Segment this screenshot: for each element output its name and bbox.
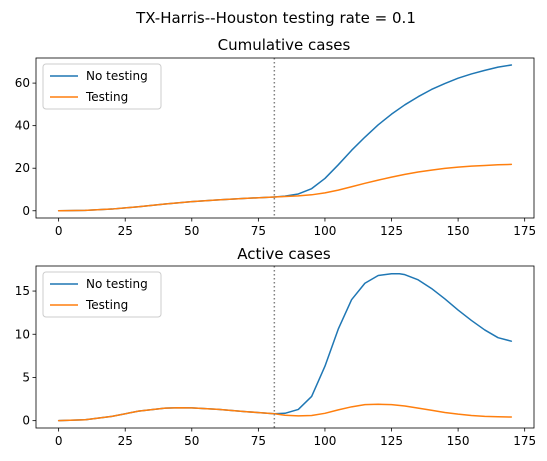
- active-cases-x-tick-label: 100: [313, 434, 336, 448]
- active-cases-axes-frame: [35, 265, 535, 429]
- cumulative-cases-x-tick-label: 75: [251, 224, 266, 238]
- active-cases-legend-label-1: Testing: [85, 298, 128, 312]
- cumulative-cases-x-tick-label: 150: [447, 224, 470, 238]
- active-cases-y-tick-label: 15: [15, 284, 30, 298]
- cumulative-cases-series-line-1: [57, 163, 513, 212]
- active-cases-title: Active cases: [237, 245, 331, 263]
- active-cases-x-tick-label: 0: [55, 434, 63, 448]
- active-cases-y-tick-label: 5: [22, 370, 30, 384]
- active-cases-x-tick-label: 75: [251, 434, 266, 448]
- cumulative-cases-x-tick-label: 0: [55, 224, 63, 238]
- cumulative-cases-panel: Cumulative cases 0 25 50 75 100 125 150 175 0 20 4…: [15, 36, 536, 238]
- active-cases-x-tick-label: 50: [184, 434, 199, 448]
- cumulative-cases-x-tick-label: 100: [313, 224, 336, 238]
- active-cases-series-line-1: [57, 403, 513, 422]
- cumulative-cases-plot-area: 0 25 50 75 100 125 150 175 0 20 40 60 No testing Test…: [15, 57, 536, 238]
- cumulative-cases-x-tick-label: 50: [184, 224, 199, 238]
- cumulative-cases-legend-label-1: Testing: [85, 90, 128, 104]
- active-cases-x-tick-label: 125: [380, 434, 403, 448]
- active-cases-x-tick-label: 25: [118, 434, 133, 448]
- active-cases-panel: Active cases 0 25 50 75 100 125 150 175 0 5 10 15 No…: [15, 245, 536, 448]
- figure-suptitle: TX-Harris--Houston testing rate = 0.1: [135, 9, 416, 27]
- cumulative-cases-y-tick-label: 20: [15, 161, 30, 175]
- cumulative-cases-x-tick-label: 25: [118, 224, 133, 238]
- cumulative-cases-legend-label-0: No testing: [86, 69, 148, 83]
- active-cases-x-tick-label: 150: [447, 434, 470, 448]
- active-cases-y-tick-label: 0: [22, 414, 30, 428]
- active-cases-y-tick-label: 10: [15, 327, 30, 341]
- cumulative-cases-y-tick-label: 0: [22, 204, 30, 218]
- cumulative-cases-x-tick-label: 125: [380, 224, 403, 238]
- cumulative-cases-x-tick-label: 175: [513, 224, 536, 238]
- cumulative-cases-y-tick-label: 60: [15, 76, 30, 90]
- active-cases-legend-label-0: No testing: [86, 277, 148, 291]
- cumulative-cases-axes-frame: [35, 57, 535, 219]
- active-cases-legend: No testing Testing: [42, 271, 162, 318]
- cumulative-cases-y-tick-label: 40: [15, 119, 30, 133]
- active-cases-x-tick-label: 175: [513, 434, 536, 448]
- cumulative-cases-legend: No testing Testing: [42, 63, 162, 110]
- cumulative-cases-title: Cumulative cases: [218, 36, 351, 54]
- active-cases-plot-area: 0 25 50 75 100 125 150 175 0 5 10 15 No testing Testi…: [15, 265, 536, 448]
